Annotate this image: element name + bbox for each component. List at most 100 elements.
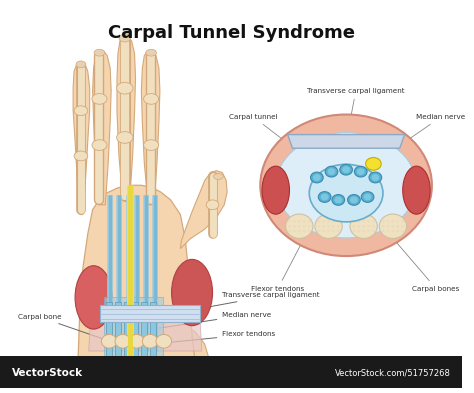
Text: Transverse carpal ligament: Transverse carpal ligament bbox=[178, 292, 320, 312]
Ellipse shape bbox=[357, 225, 360, 228]
Ellipse shape bbox=[322, 230, 325, 232]
Ellipse shape bbox=[372, 230, 375, 232]
Ellipse shape bbox=[144, 140, 159, 151]
Ellipse shape bbox=[387, 225, 390, 228]
Polygon shape bbox=[133, 302, 138, 361]
Ellipse shape bbox=[321, 194, 328, 200]
Ellipse shape bbox=[337, 225, 340, 228]
Polygon shape bbox=[150, 302, 156, 361]
Ellipse shape bbox=[322, 220, 325, 222]
Ellipse shape bbox=[293, 220, 296, 222]
Ellipse shape bbox=[372, 220, 375, 222]
Polygon shape bbox=[141, 51, 160, 205]
Ellipse shape bbox=[357, 230, 360, 232]
Ellipse shape bbox=[318, 230, 320, 232]
Polygon shape bbox=[92, 51, 111, 205]
Ellipse shape bbox=[328, 168, 336, 175]
Polygon shape bbox=[288, 134, 405, 148]
Ellipse shape bbox=[75, 266, 112, 329]
Ellipse shape bbox=[392, 220, 394, 222]
Ellipse shape bbox=[369, 172, 382, 183]
Ellipse shape bbox=[387, 220, 390, 222]
Ellipse shape bbox=[396, 220, 399, 222]
Ellipse shape bbox=[318, 220, 320, 222]
Ellipse shape bbox=[396, 230, 399, 232]
Text: Median nerve: Median nerve bbox=[159, 312, 272, 328]
Ellipse shape bbox=[362, 230, 365, 232]
Polygon shape bbox=[78, 185, 195, 371]
Text: Flexor tendons: Flexor tendons bbox=[154, 331, 275, 344]
Ellipse shape bbox=[367, 220, 370, 222]
Ellipse shape bbox=[309, 164, 383, 222]
Text: Carpal bones: Carpal bones bbox=[387, 231, 460, 292]
Ellipse shape bbox=[74, 151, 88, 161]
Ellipse shape bbox=[303, 220, 306, 222]
Ellipse shape bbox=[357, 220, 360, 222]
Ellipse shape bbox=[401, 225, 404, 228]
Polygon shape bbox=[78, 324, 210, 385]
Ellipse shape bbox=[325, 166, 338, 177]
Ellipse shape bbox=[357, 168, 365, 175]
Ellipse shape bbox=[74, 106, 88, 116]
Polygon shape bbox=[89, 317, 202, 351]
Polygon shape bbox=[104, 298, 163, 365]
Ellipse shape bbox=[117, 83, 133, 94]
Ellipse shape bbox=[403, 166, 430, 214]
Ellipse shape bbox=[303, 225, 306, 228]
Polygon shape bbox=[117, 36, 136, 200]
Ellipse shape bbox=[310, 172, 323, 183]
Text: VectorStock.com/51757268: VectorStock.com/51757268 bbox=[335, 369, 450, 378]
Ellipse shape bbox=[364, 194, 372, 200]
Ellipse shape bbox=[94, 49, 105, 56]
Polygon shape bbox=[115, 302, 121, 361]
Ellipse shape bbox=[361, 192, 374, 202]
Ellipse shape bbox=[332, 225, 335, 228]
Ellipse shape bbox=[172, 259, 212, 326]
Ellipse shape bbox=[76, 61, 86, 68]
Ellipse shape bbox=[382, 225, 384, 228]
Ellipse shape bbox=[337, 230, 340, 232]
Ellipse shape bbox=[327, 230, 330, 232]
Ellipse shape bbox=[396, 225, 399, 228]
Ellipse shape bbox=[362, 225, 365, 228]
Ellipse shape bbox=[372, 225, 375, 228]
Ellipse shape bbox=[262, 166, 290, 214]
Ellipse shape bbox=[353, 230, 356, 232]
Ellipse shape bbox=[156, 334, 172, 348]
Ellipse shape bbox=[303, 230, 306, 232]
Ellipse shape bbox=[342, 166, 350, 173]
Ellipse shape bbox=[382, 230, 384, 232]
Ellipse shape bbox=[115, 334, 131, 348]
Polygon shape bbox=[73, 61, 90, 215]
Polygon shape bbox=[141, 302, 147, 361]
Text: Carpal tunnel: Carpal tunnel bbox=[229, 114, 315, 164]
Ellipse shape bbox=[365, 158, 381, 170]
Ellipse shape bbox=[332, 230, 335, 232]
Ellipse shape bbox=[213, 174, 223, 180]
Ellipse shape bbox=[288, 220, 291, 222]
Ellipse shape bbox=[92, 94, 107, 104]
Ellipse shape bbox=[318, 225, 320, 228]
Ellipse shape bbox=[334, 196, 342, 203]
Ellipse shape bbox=[327, 225, 330, 228]
Ellipse shape bbox=[298, 225, 301, 228]
Ellipse shape bbox=[401, 230, 404, 232]
Ellipse shape bbox=[119, 34, 131, 42]
Ellipse shape bbox=[337, 220, 340, 222]
Ellipse shape bbox=[379, 214, 407, 239]
Ellipse shape bbox=[367, 230, 370, 232]
Ellipse shape bbox=[387, 230, 390, 232]
Ellipse shape bbox=[382, 220, 384, 222]
Ellipse shape bbox=[332, 220, 335, 222]
Ellipse shape bbox=[322, 225, 325, 228]
Ellipse shape bbox=[288, 230, 291, 232]
Ellipse shape bbox=[276, 133, 416, 238]
Ellipse shape bbox=[392, 230, 394, 232]
Ellipse shape bbox=[129, 334, 144, 348]
Ellipse shape bbox=[347, 195, 360, 205]
Ellipse shape bbox=[298, 220, 301, 222]
Ellipse shape bbox=[293, 225, 296, 228]
Ellipse shape bbox=[101, 334, 117, 348]
Ellipse shape bbox=[350, 214, 377, 239]
Ellipse shape bbox=[308, 220, 310, 222]
